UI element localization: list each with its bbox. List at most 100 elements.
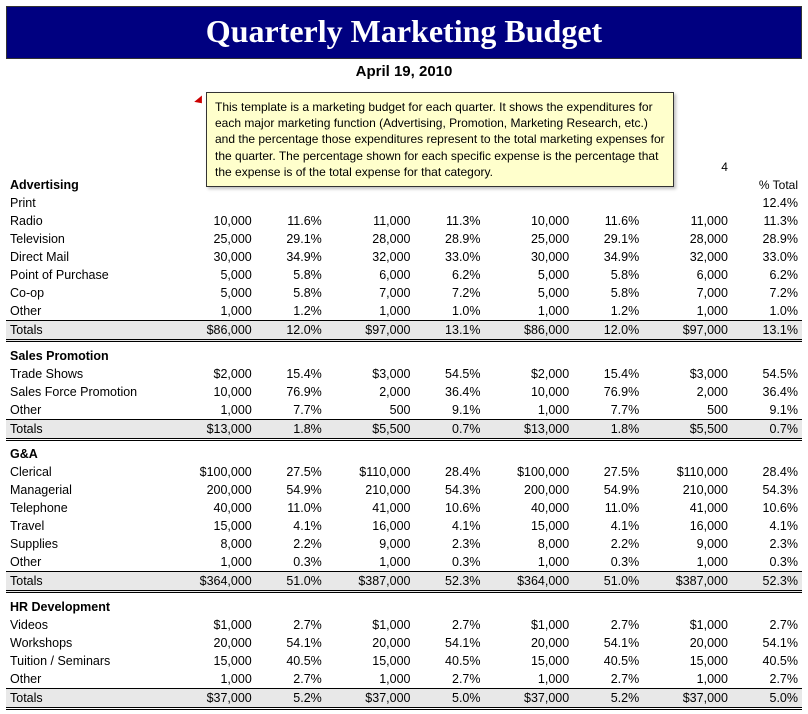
row-label: Co-op bbox=[6, 284, 167, 302]
q4-total-budget: $5,500 bbox=[643, 419, 732, 439]
q4-budget: 6,000 bbox=[643, 266, 732, 284]
row-label: Radio bbox=[6, 212, 167, 230]
q3-pct: 11.6% bbox=[573, 212, 643, 230]
table-row: Co-op5,0005.8%7,0007.2%5,0005.8%7,0007.2… bbox=[6, 284, 802, 302]
q1-pct: 7.7% bbox=[256, 401, 326, 420]
q1-pct: 11.6% bbox=[256, 212, 326, 230]
table-row: Workshops20,00054.1%20,00054.1%20,00054.… bbox=[6, 634, 802, 652]
q2-budget: 210,000 bbox=[326, 481, 415, 499]
q4-budget: 16,000 bbox=[643, 517, 732, 535]
q4-pct: 54.5% bbox=[732, 365, 802, 383]
spacer bbox=[485, 598, 574, 616]
q2-budget: $110,000 bbox=[326, 463, 415, 481]
q1-pct: 27.5% bbox=[256, 463, 326, 481]
q2-pct: 11.3% bbox=[414, 212, 484, 230]
q4-pct: 2.7% bbox=[732, 616, 802, 634]
q3-budget: $2,000 bbox=[485, 365, 574, 383]
section-name: Sales Promotion bbox=[6, 347, 167, 365]
row-label: Supplies bbox=[6, 535, 167, 553]
q1-budget: $1,000 bbox=[167, 616, 256, 634]
q3-pct: 27.5% bbox=[573, 463, 643, 481]
q4-budget: 2,000 bbox=[643, 383, 732, 401]
q2-pct: 1.0% bbox=[414, 302, 484, 321]
q4-budget: 15,000 bbox=[643, 652, 732, 670]
q2-total-pct: 5.0% bbox=[414, 688, 484, 708]
q2-budget bbox=[326, 194, 415, 212]
q1-pct: 4.1% bbox=[256, 517, 326, 535]
q1-total-budget: $37,000 bbox=[167, 688, 256, 708]
q2-budget: 1,000 bbox=[326, 302, 415, 321]
spacer bbox=[643, 598, 732, 616]
section-name: Advertising bbox=[6, 176, 167, 194]
row-label: Tuition / Seminars bbox=[6, 652, 167, 670]
q2-total-budget: $387,000 bbox=[326, 572, 415, 592]
q1-budget: 1,000 bbox=[167, 302, 256, 321]
q4-pct: 4.1% bbox=[732, 517, 802, 535]
totals-row: Totals$364,00051.0%$387,00052.3%$364,000… bbox=[6, 572, 802, 592]
q1-pct: 11.0% bbox=[256, 499, 326, 517]
spacer bbox=[414, 598, 484, 616]
q1-pct: 76.9% bbox=[256, 383, 326, 401]
section-name: HR Development bbox=[6, 598, 167, 616]
q3-total-budget: $86,000 bbox=[485, 321, 574, 341]
spacer bbox=[573, 445, 643, 463]
table-row: Clerical$100,00027.5%$110,00028.4%$100,0… bbox=[6, 463, 802, 481]
q2-pct: 36.4% bbox=[414, 383, 484, 401]
q1-pct: 54.1% bbox=[256, 634, 326, 652]
q3-budget: 20,000 bbox=[485, 634, 574, 652]
date-line: April 19, 2010 bbox=[0, 63, 808, 80]
table-row: Supplies8,0002.2%9,0002.3%8,0002.2%9,000… bbox=[6, 535, 802, 553]
q1-budget: 10,000 bbox=[167, 383, 256, 401]
q3-budget: 5,000 bbox=[485, 284, 574, 302]
q1-pct: 5.8% bbox=[256, 266, 326, 284]
q2-budget: 6,000 bbox=[326, 266, 415, 284]
row-label: Trade Shows bbox=[6, 365, 167, 383]
spacer bbox=[326, 347, 415, 365]
q3-budget: 25,000 bbox=[485, 230, 574, 248]
row-label: Other bbox=[6, 302, 167, 321]
q1-budget: 10,000 bbox=[167, 212, 256, 230]
q4-pct: 0.3% bbox=[732, 553, 802, 572]
totals-label: Totals bbox=[6, 419, 167, 439]
totals-row: Totals$13,0001.8%$5,5000.7%$13,0001.8%$5… bbox=[6, 419, 802, 439]
table-row: Point of Purchase5,0005.8%6,0006.2%5,000… bbox=[6, 266, 802, 284]
q2-pct: 54.1% bbox=[414, 634, 484, 652]
q1-pct: 40.5% bbox=[256, 652, 326, 670]
q3-pct: 40.5% bbox=[573, 652, 643, 670]
spacer bbox=[256, 347, 326, 365]
spacer bbox=[256, 445, 326, 463]
q2-total-pct: 13.1% bbox=[414, 321, 484, 341]
table-row: Other1,0001.2%1,0001.0%1,0001.2%1,0001.0… bbox=[6, 302, 802, 321]
row-label: Videos bbox=[6, 616, 167, 634]
q2-pct: 6.2% bbox=[414, 266, 484, 284]
q3-budget: 15,000 bbox=[485, 652, 574, 670]
q3-pct: 11.0% bbox=[573, 499, 643, 517]
q4-budget: 1,000 bbox=[643, 553, 732, 572]
q4-budget: 28,000 bbox=[643, 230, 732, 248]
q4-budget bbox=[643, 194, 732, 212]
q2-pct: 33.0% bbox=[414, 248, 484, 266]
q2-pct: 9.1% bbox=[414, 401, 484, 420]
q2-budget: 7,000 bbox=[326, 284, 415, 302]
q2-pct: 10.6% bbox=[414, 499, 484, 517]
q4-pct: 7.2% bbox=[732, 284, 802, 302]
spacer bbox=[643, 347, 732, 365]
q2-budget: 41,000 bbox=[326, 499, 415, 517]
q2-pct: 40.5% bbox=[414, 652, 484, 670]
q1-total-pct: 51.0% bbox=[256, 572, 326, 592]
q2-budget: 15,000 bbox=[326, 652, 415, 670]
totals-label: Totals bbox=[6, 688, 167, 708]
spacer bbox=[732, 598, 802, 616]
q4-budget: 32,000 bbox=[643, 248, 732, 266]
q1-budget: 8,000 bbox=[167, 535, 256, 553]
q3-pct: 2.7% bbox=[573, 670, 643, 689]
q4-pct: 33.0% bbox=[732, 248, 802, 266]
q1-total-budget: $86,000 bbox=[167, 321, 256, 341]
totals-label: Totals bbox=[6, 321, 167, 341]
q4-budget: $1,000 bbox=[643, 616, 732, 634]
q2-budget: 1,000 bbox=[326, 553, 415, 572]
q2-pct: 7.2% bbox=[414, 284, 484, 302]
q1-budget: 1,000 bbox=[167, 553, 256, 572]
q1-budget: $2,000 bbox=[167, 365, 256, 383]
q4-total-budget: $97,000 bbox=[643, 321, 732, 341]
